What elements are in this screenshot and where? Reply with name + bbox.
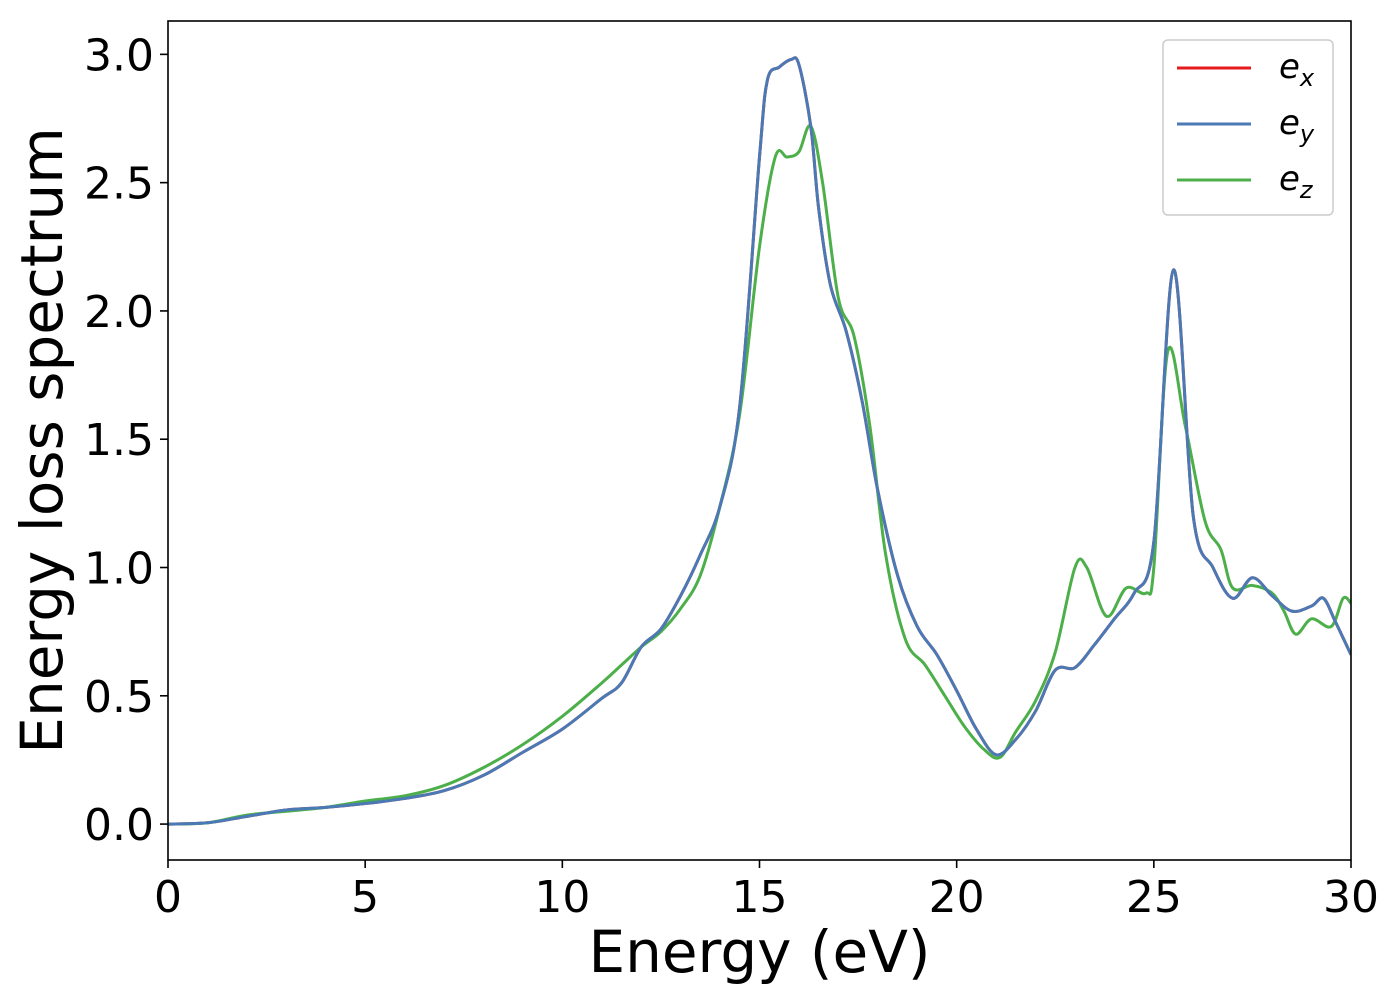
y-tick-label: 3.0 xyxy=(84,30,154,81)
x-tick-label: 30 xyxy=(1323,872,1379,923)
x-tick-label: 15 xyxy=(732,872,788,923)
series-line-e-z xyxy=(168,124,1351,826)
plot-frame xyxy=(167,20,1352,861)
y-tick-label: 0.5 xyxy=(84,672,154,723)
legend-label-e-x: ex xyxy=(1279,47,1315,92)
legend: ex ey ez xyxy=(1162,39,1334,216)
y-tick-label: 0.0 xyxy=(84,800,154,851)
y-tick-label: 1.0 xyxy=(84,544,154,595)
legend-label-e-z: ez xyxy=(1279,159,1314,204)
x-tick-label: 5 xyxy=(351,872,379,923)
y-tick-label: 2.0 xyxy=(84,287,154,338)
x-axis-ticks: 0 5 10 15 20 25 30 xyxy=(154,860,1379,923)
series-line-e-y xyxy=(168,56,1351,826)
y-tick-label: 2.5 xyxy=(84,159,154,210)
legend-box xyxy=(1162,39,1334,216)
series-lines xyxy=(168,56,1351,826)
y-axis-label: Energy loss spectrum xyxy=(8,127,76,753)
y-axis-ticks: 0.0 0.5 1.0 1.5 2.0 2.5 3.0 xyxy=(84,30,168,851)
x-tick-label: 0 xyxy=(154,872,182,923)
x-tick-label: 25 xyxy=(1126,872,1182,923)
y-tick-label: 1.5 xyxy=(84,415,154,466)
x-axis-label: Energy (eV) xyxy=(588,918,930,986)
x-tick-label: 10 xyxy=(534,872,590,923)
x-tick-label: 20 xyxy=(929,872,985,923)
legend-label-e-y: ey xyxy=(1279,103,1315,148)
